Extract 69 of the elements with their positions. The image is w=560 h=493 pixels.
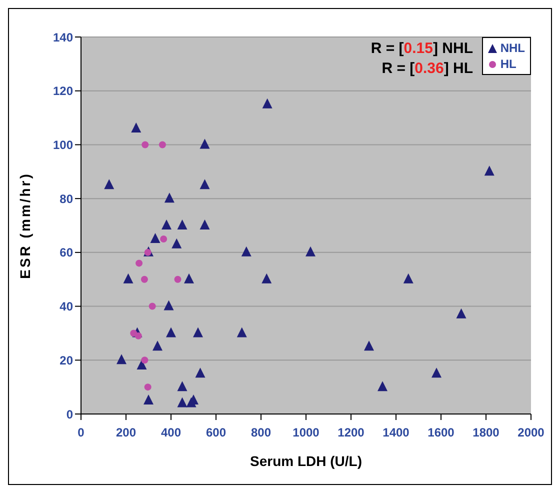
x-tick-label: 1600 bbox=[428, 426, 455, 440]
x-tick-label: 1200 bbox=[338, 426, 365, 440]
point bbox=[195, 368, 206, 378]
x-tick-label: 2000 bbox=[518, 426, 545, 440]
point bbox=[116, 354, 126, 364]
point bbox=[177, 220, 188, 230]
point bbox=[200, 179, 210, 190]
y-axis-title: ESR (mm/hr) bbox=[16, 172, 33, 279]
y-tick-label: 40 bbox=[60, 300, 74, 314]
annotation: R = [0.36] HL bbox=[380, 59, 473, 79]
point bbox=[193, 327, 203, 338]
x-tick-label: 800 bbox=[250, 426, 272, 440]
point bbox=[166, 327, 176, 338]
point bbox=[123, 273, 134, 284]
point bbox=[172, 238, 182, 248]
point bbox=[136, 360, 147, 370]
point bbox=[174, 276, 182, 283]
point bbox=[136, 260, 143, 267]
point bbox=[403, 273, 414, 284]
point bbox=[262, 273, 272, 284]
y-tick-label: 0 bbox=[66, 407, 74, 422]
point bbox=[144, 394, 154, 405]
point bbox=[378, 381, 388, 392]
point bbox=[162, 220, 172, 230]
x-tick-label: 0 bbox=[78, 426, 85, 440]
point bbox=[144, 384, 152, 391]
point bbox=[134, 332, 142, 340]
point bbox=[200, 138, 210, 149]
point bbox=[131, 122, 142, 133]
x-tick-label: 1000 bbox=[292, 426, 320, 440]
point bbox=[456, 308, 466, 318]
point bbox=[432, 368, 442, 378]
point bbox=[177, 381, 188, 392]
legend-label: NHL bbox=[500, 40, 525, 56]
y-tick-label: 20 bbox=[60, 353, 74, 368]
y-tick-label: 120 bbox=[52, 84, 74, 98]
point bbox=[184, 273, 194, 284]
x-axis-title: Serum LDH (U/L) bbox=[250, 453, 362, 469]
point bbox=[484, 166, 494, 176]
legend-label: HL bbox=[500, 56, 516, 72]
x-tick-label: 400 bbox=[160, 426, 182, 440]
point bbox=[152, 340, 162, 351]
point bbox=[141, 356, 148, 364]
point bbox=[164, 300, 174, 310]
y-tick-label: 140 bbox=[52, 30, 74, 44]
y-tick-label: 60 bbox=[60, 246, 74, 260]
x-tick-label: 1800 bbox=[472, 426, 500, 440]
point bbox=[200, 220, 210, 230]
x-tick-label: 1400 bbox=[382, 426, 410, 440]
point bbox=[142, 141, 149, 148]
point bbox=[150, 232, 160, 243]
point bbox=[177, 397, 188, 408]
y-tick-label: 100 bbox=[52, 138, 74, 152]
point bbox=[306, 246, 316, 256]
y-tick-label: 80 bbox=[60, 192, 74, 206]
point bbox=[144, 248, 152, 256]
point bbox=[364, 340, 374, 351]
point bbox=[164, 192, 174, 203]
point bbox=[236, 327, 247, 338]
point bbox=[148, 302, 156, 310]
point bbox=[140, 276, 148, 283]
x-tick-label: 600 bbox=[206, 426, 226, 440]
point bbox=[158, 141, 166, 148]
annotation: R = [0.15] NHL bbox=[370, 39, 473, 59]
point bbox=[262, 98, 272, 108]
point bbox=[160, 235, 168, 242]
x-tick-label: 200 bbox=[116, 426, 136, 440]
point bbox=[104, 179, 114, 190]
point bbox=[241, 246, 252, 256]
